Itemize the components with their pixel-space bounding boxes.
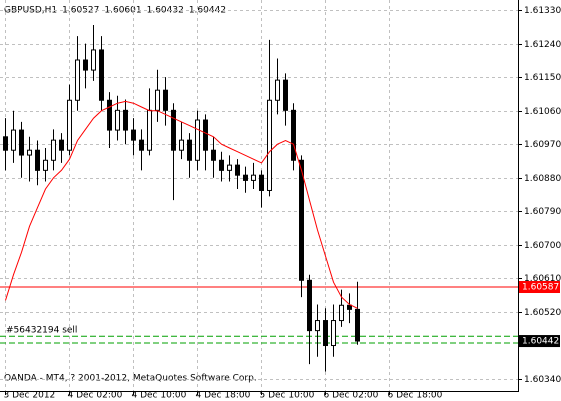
candle-body <box>219 159 224 171</box>
candle-body <box>355 308 360 342</box>
header-close: 1.60442 <box>189 6 226 16</box>
x-tick-label: 4 Dec 02:00 <box>68 391 123 401</box>
y-tick-label: 1.60700 <box>524 241 561 251</box>
candle-body <box>59 139 64 151</box>
candle-body <box>251 174 256 181</box>
candles <box>3 24 360 372</box>
candle-body <box>51 139 56 161</box>
bid-box <box>519 335 560 348</box>
candle-body <box>243 174 248 181</box>
candle-body <box>171 109 176 151</box>
x-tick-label: 3 Dec 2012 <box>4 391 56 401</box>
candle-body <box>179 139 184 151</box>
y-tick-label: 1.60880 <box>524 174 561 184</box>
x-tick-label: 4 Dec 18:00 <box>196 391 251 401</box>
x-tick-label: 4 Dec 10:00 <box>132 391 187 401</box>
candle-body <box>27 149 32 156</box>
order-label: #56432194 sell <box>6 326 77 336</box>
candle-body <box>203 119 208 151</box>
candle-body <box>195 119 200 161</box>
x-tick-label: 5 Dec 10:00 <box>260 391 315 401</box>
y-tick-label: 1.61060 <box>524 107 561 117</box>
bid-label: 1.60442 <box>522 337 559 347</box>
candle-body <box>259 174 264 191</box>
x-tick-label: 6 Dec 02:00 <box>324 391 379 401</box>
y-tick-label: 1.60970 <box>524 140 561 150</box>
y-tick-label: 1.60520 <box>524 308 561 318</box>
candle-body <box>339 304 344 322</box>
y-tick-label: 1.61330 <box>524 6 561 16</box>
grid <box>0 0 518 391</box>
candle-body <box>43 159 48 171</box>
candle-body <box>35 149 40 171</box>
y-tick-label: 1.61150 <box>524 73 561 83</box>
price-line-label: 1.60587 <box>522 283 559 293</box>
candle-body <box>227 164 232 171</box>
candle-body <box>315 320 320 332</box>
candle-body <box>123 109 128 131</box>
candle-body <box>187 139 192 161</box>
moving-average <box>5 100 358 309</box>
candle-body <box>163 89 168 111</box>
candle-body <box>139 139 144 151</box>
x-tick-label: 6 Dec 18:00 <box>388 391 443 401</box>
y-tick-label: 1.60610 <box>524 274 561 284</box>
candle-body <box>211 149 216 161</box>
candle-body <box>235 164 240 176</box>
candle-body <box>19 129 24 156</box>
y-tick-label: 1.60790 <box>524 207 561 217</box>
candle-body <box>323 320 328 347</box>
candle-body <box>331 320 336 347</box>
candle-body <box>347 304 352 310</box>
y-tick-label: 1.60340 <box>524 375 561 385</box>
candle-body <box>275 79 280 101</box>
candle-body <box>283 79 288 111</box>
candle-body <box>75 59 80 101</box>
candle-body <box>131 129 136 141</box>
candle-body <box>107 99 112 131</box>
candle-body <box>3 136 8 151</box>
header-low: 1.60432 <box>147 6 184 16</box>
candle-body <box>155 89 160 111</box>
y-tick-label: 1.61240 <box>524 40 561 50</box>
candle-body <box>115 109 120 131</box>
candle-body <box>147 109 152 151</box>
footer: OANDA - MT4, ? 2001-2012, MetaQuotes Sof… <box>4 374 257 384</box>
candle-body <box>267 99 272 191</box>
candle-body <box>83 59 88 71</box>
candle-body <box>67 99 72 151</box>
price-line-box <box>519 281 560 294</box>
candle-body <box>299 159 304 281</box>
candle-body <box>11 129 16 151</box>
candle-body <box>307 279 312 332</box>
candle-body <box>99 49 104 101</box>
candle-body <box>291 109 296 161</box>
candle-body <box>91 49 96 71</box>
